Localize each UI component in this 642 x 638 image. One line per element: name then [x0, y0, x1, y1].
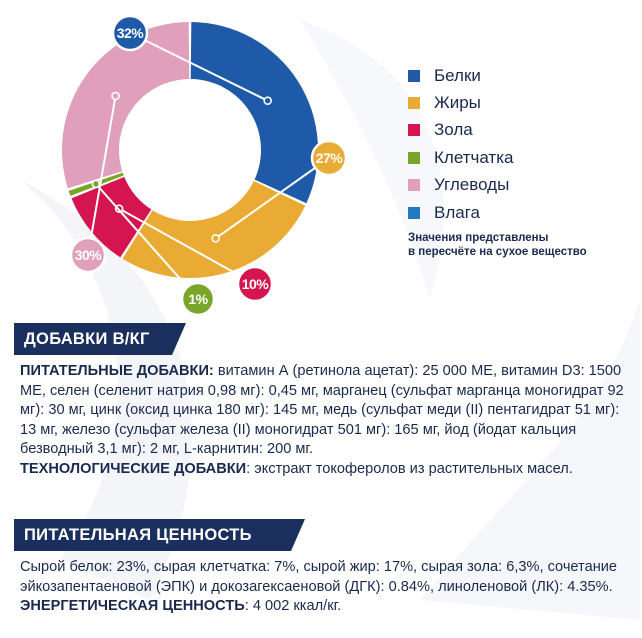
donut-slice-fat: [122, 180, 306, 278]
data-label-carbs: 30%: [75, 247, 103, 263]
callout-bubble-carbs: [69, 236, 107, 274]
legend-label: Клетчатка: [434, 147, 514, 167]
energy-text: : 4 002 ккал/кг.: [244, 598, 342, 615]
tech-additives-paragraph: ТЕХНОЛОГИЧЕСКИЕ ДОБАВКИ: экстракт токофе…: [20, 460, 632, 480]
legend-swatch: [408, 151, 420, 164]
data-label-protein: 32%: [117, 25, 145, 41]
callout-line-fiber: [95, 183, 199, 300]
legend-swatch: [408, 97, 420, 110]
legend-swatch: [408, 69, 420, 82]
data-label-fiber: 1%: [188, 291, 208, 307]
legend-label: Зола: [434, 120, 473, 140]
legend-item-fat: Жиры: [408, 89, 638, 116]
donut-slice-carbs: [62, 22, 190, 189]
tech-additives-label: ТЕХНОЛОГИЧЕСКИЕ ДОБАВКИ: [20, 460, 247, 477]
composition-paragraph: Сырой белок: 23%, сырая клетчатка: 7%, с…: [20, 559, 618, 595]
chart-slices: [62, 22, 318, 278]
callout-bubble-fat: [310, 139, 348, 177]
legend-swatch: [408, 206, 420, 219]
section-header-nutrition: ПИТАТЕЛЬНАЯ ЦЕННОСТЬ: [14, 519, 305, 551]
note-line-2: в пересчёте на сухое вещество: [408, 246, 587, 258]
donut-chart: 32% 27% 10% 1% 30%: [62, 14, 348, 317]
data-label-ash: 10%: [242, 276, 270, 292]
chart-legend: Белки Жиры Зола Клетчатка Углеводы Влага: [408, 62, 638, 226]
callout-anchor-protein: [263, 96, 272, 106]
section-header-additives: ДОБАВКИ В/КГ: [14, 323, 186, 355]
callout-line-carbs: [87, 95, 117, 256]
legend-swatch: [408, 124, 420, 137]
nutritional-additives-label: ПИТАТЕЛЬНЫЕ ДОБАВКИ:: [20, 363, 214, 379]
data-label-fat: 27%: [316, 150, 344, 166]
chart-callouts: 32% 27% 10% 1% 30%: [69, 14, 348, 317]
energy-paragraph: ЭНЕРГЕТИЧЕСКАЯ ЦЕННОСТЬ: 4 002 ккал/кг.: [20, 597, 632, 617]
dry-matter-note: Значения представлены в пересчёте на сух…: [408, 231, 638, 259]
callout-line-protein: [129, 32, 269, 102]
legend-label: Жиры: [434, 93, 481, 113]
callout-bubble-fiber: [180, 281, 216, 317]
nutrition-text: Сырой белок: 23%, сырая клетчатка: 7%, с…: [20, 558, 632, 617]
nutritional-additives-paragraph: ПИТАТЕЛЬНЫЕ ДОБАВКИ: витамин А (ретинола…: [20, 362, 632, 460]
tech-additives-text: : экстракт токоферолов из растительных м…: [246, 460, 573, 477]
callout-line-ash: [118, 207, 256, 285]
legend-item-moisture: Влага: [408, 199, 638, 226]
callout-anchor-fiber: [91, 179, 101, 189]
callout-bubble-ash: [236, 265, 274, 303]
additives-text: ПИТАТЕЛЬНЫЕ ДОБАВКИ: витамин А (ретинола…: [20, 362, 632, 480]
energy-label: ЭНЕРГЕТИЧЕСКАЯ ЦЕННОСТЬ: [20, 598, 245, 615]
donut-slice-ash: [71, 176, 152, 258]
legend-item-protein: Белки: [408, 62, 638, 89]
nutritional-additives-text: витамин А (ретинола ацетат): 25 000 МЕ, …: [20, 363, 624, 458]
callout-anchor-carbs: [111, 91, 120, 101]
legend-item-ash: Зола: [408, 117, 638, 144]
legend-label: Углеводы: [434, 175, 510, 195]
note-line-1: Значения представлены: [408, 232, 549, 244]
legend-item-fiber: Клетчатка: [408, 144, 638, 171]
legend-label: Влага: [434, 202, 480, 222]
legend-swatch: [408, 179, 420, 192]
legend-label: Белки: [434, 65, 481, 85]
callout-line-fat: [215, 157, 330, 240]
callout-anchor-fat: [211, 234, 220, 243]
donut-slice-protein: [190, 22, 318, 204]
callout-bubble-protein: [111, 14, 149, 52]
legend-item-carbs: Углеводы: [408, 172, 638, 199]
